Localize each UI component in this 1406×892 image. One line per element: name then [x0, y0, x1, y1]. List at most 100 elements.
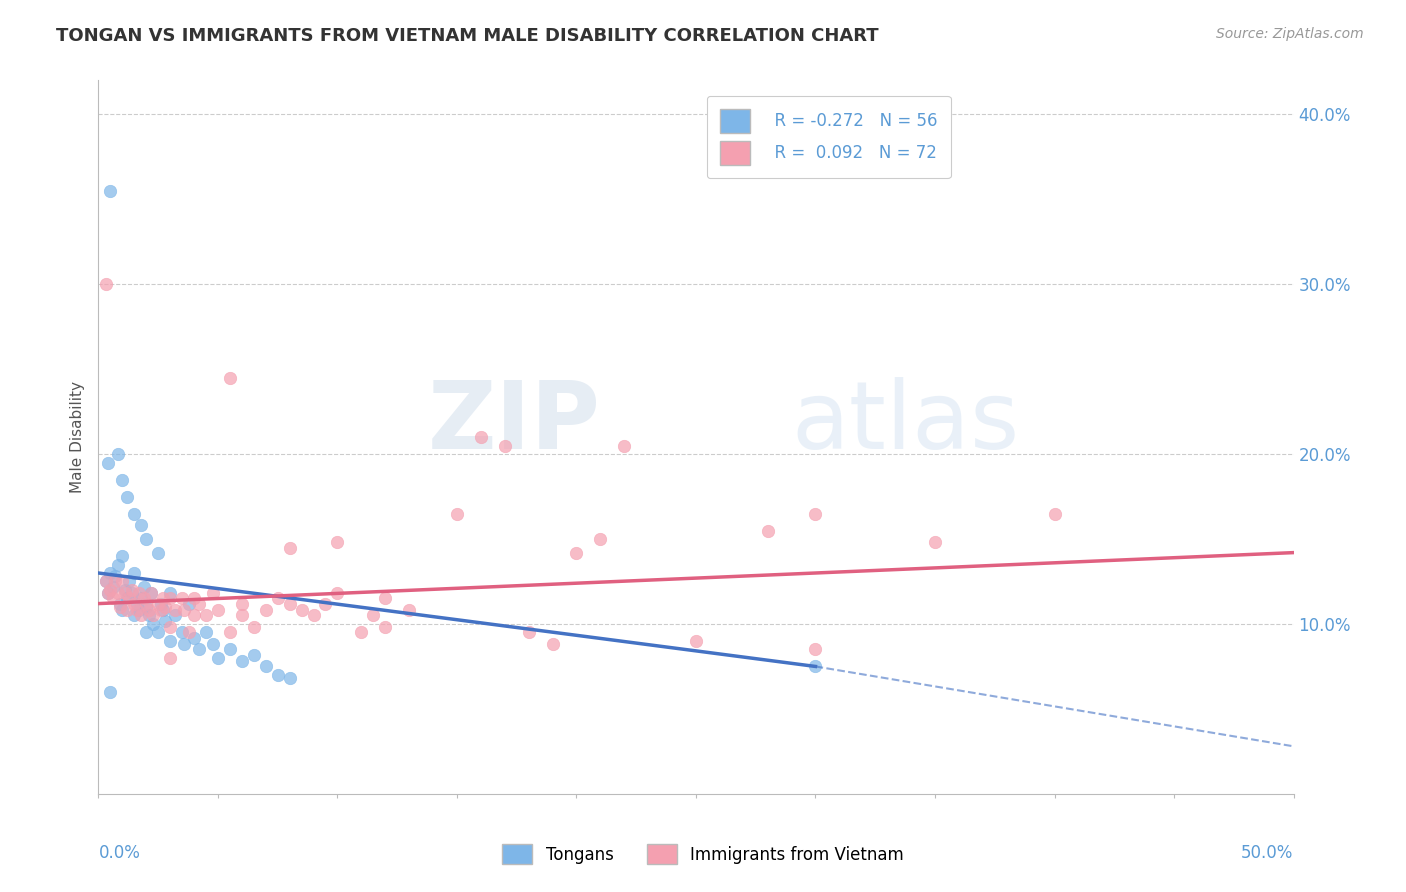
- Point: [231, 608, 253, 623]
- Point: [470, 430, 492, 444]
- Point: [326, 535, 349, 549]
- Point: [517, 625, 540, 640]
- Point: [121, 582, 143, 597]
- Point: [183, 591, 205, 606]
- Point: [195, 625, 218, 640]
- Point: [1043, 507, 1066, 521]
- Point: [108, 599, 131, 614]
- Point: [159, 634, 181, 648]
- Point: [104, 574, 127, 589]
- Point: [183, 608, 205, 623]
- Point: [302, 608, 325, 623]
- Point: [107, 558, 129, 572]
- Point: [374, 591, 396, 606]
- Point: [183, 631, 205, 645]
- Point: [155, 599, 177, 614]
- Point: [446, 507, 468, 521]
- Point: [124, 608, 146, 623]
- Point: [138, 603, 160, 617]
- Point: [231, 654, 253, 668]
- Point: [173, 603, 195, 617]
- Point: [179, 625, 201, 640]
- Point: [159, 651, 181, 665]
- Point: [163, 603, 186, 617]
- Point: [159, 591, 181, 606]
- Point: [125, 597, 148, 611]
- Point: [107, 447, 129, 461]
- Point: [187, 642, 209, 657]
- Point: [98, 184, 122, 198]
- Point: [195, 608, 218, 623]
- Point: [187, 597, 209, 611]
- Point: [804, 507, 827, 521]
- Point: [374, 620, 396, 634]
- Text: Source: ZipAtlas.com: Source: ZipAtlas.com: [1216, 27, 1364, 41]
- Point: [101, 580, 124, 594]
- Point: [107, 586, 129, 600]
- Point: [115, 490, 138, 504]
- Point: [202, 586, 225, 600]
- Point: [254, 603, 277, 617]
- Point: [98, 685, 122, 699]
- Point: [139, 586, 162, 600]
- Y-axis label: Male Disability: Male Disability: [70, 381, 86, 493]
- Point: [804, 659, 827, 673]
- Text: TONGAN VS IMMIGRANTS FROM VIETNAM MALE DISABILITY CORRELATION CHART: TONGAN VS IMMIGRANTS FROM VIETNAM MALE D…: [56, 27, 879, 45]
- Point: [142, 617, 165, 632]
- Point: [132, 580, 155, 594]
- Point: [115, 591, 138, 606]
- Point: [278, 671, 301, 685]
- Point: [173, 637, 195, 651]
- Point: [179, 597, 201, 611]
- Point: [114, 582, 136, 597]
- Point: [565, 546, 588, 560]
- Point: [132, 591, 155, 606]
- Point: [494, 439, 516, 453]
- Point: [111, 549, 134, 563]
- Point: [267, 591, 290, 606]
- Point: [243, 620, 266, 634]
- Point: [135, 597, 157, 611]
- Point: [685, 634, 707, 648]
- Point: [315, 597, 337, 611]
- Point: [115, 603, 138, 617]
- Point: [207, 603, 229, 617]
- Point: [172, 625, 194, 640]
- Point: [101, 591, 124, 606]
- Point: [756, 524, 779, 538]
- Point: [135, 625, 157, 640]
- Point: [97, 456, 120, 470]
- Legend: Tongans, Immigrants from Vietnam: Tongans, Immigrants from Vietnam: [495, 838, 911, 871]
- Point: [152, 591, 174, 606]
- Point: [243, 648, 266, 662]
- Point: [148, 625, 170, 640]
- Point: [172, 591, 194, 606]
- Point: [207, 651, 229, 665]
- Point: [111, 473, 134, 487]
- Point: [219, 625, 242, 640]
- Point: [149, 597, 172, 611]
- Point: [589, 532, 612, 546]
- Point: [98, 582, 122, 597]
- Point: [128, 586, 150, 600]
- Point: [804, 642, 827, 657]
- Point: [139, 586, 162, 600]
- Point: [155, 614, 177, 628]
- Point: [94, 574, 117, 589]
- Point: [152, 603, 174, 617]
- Text: atlas: atlas: [792, 376, 1019, 469]
- Point: [291, 603, 314, 617]
- Point: [231, 597, 253, 611]
- Point: [104, 569, 127, 583]
- Point: [124, 597, 146, 611]
- Point: [131, 608, 153, 623]
- Point: [124, 507, 146, 521]
- Point: [278, 597, 301, 611]
- Point: [148, 546, 170, 560]
- Point: [131, 518, 153, 533]
- Point: [94, 277, 117, 292]
- Point: [202, 637, 225, 651]
- Point: [278, 541, 301, 555]
- Point: [254, 659, 277, 673]
- Point: [350, 625, 373, 640]
